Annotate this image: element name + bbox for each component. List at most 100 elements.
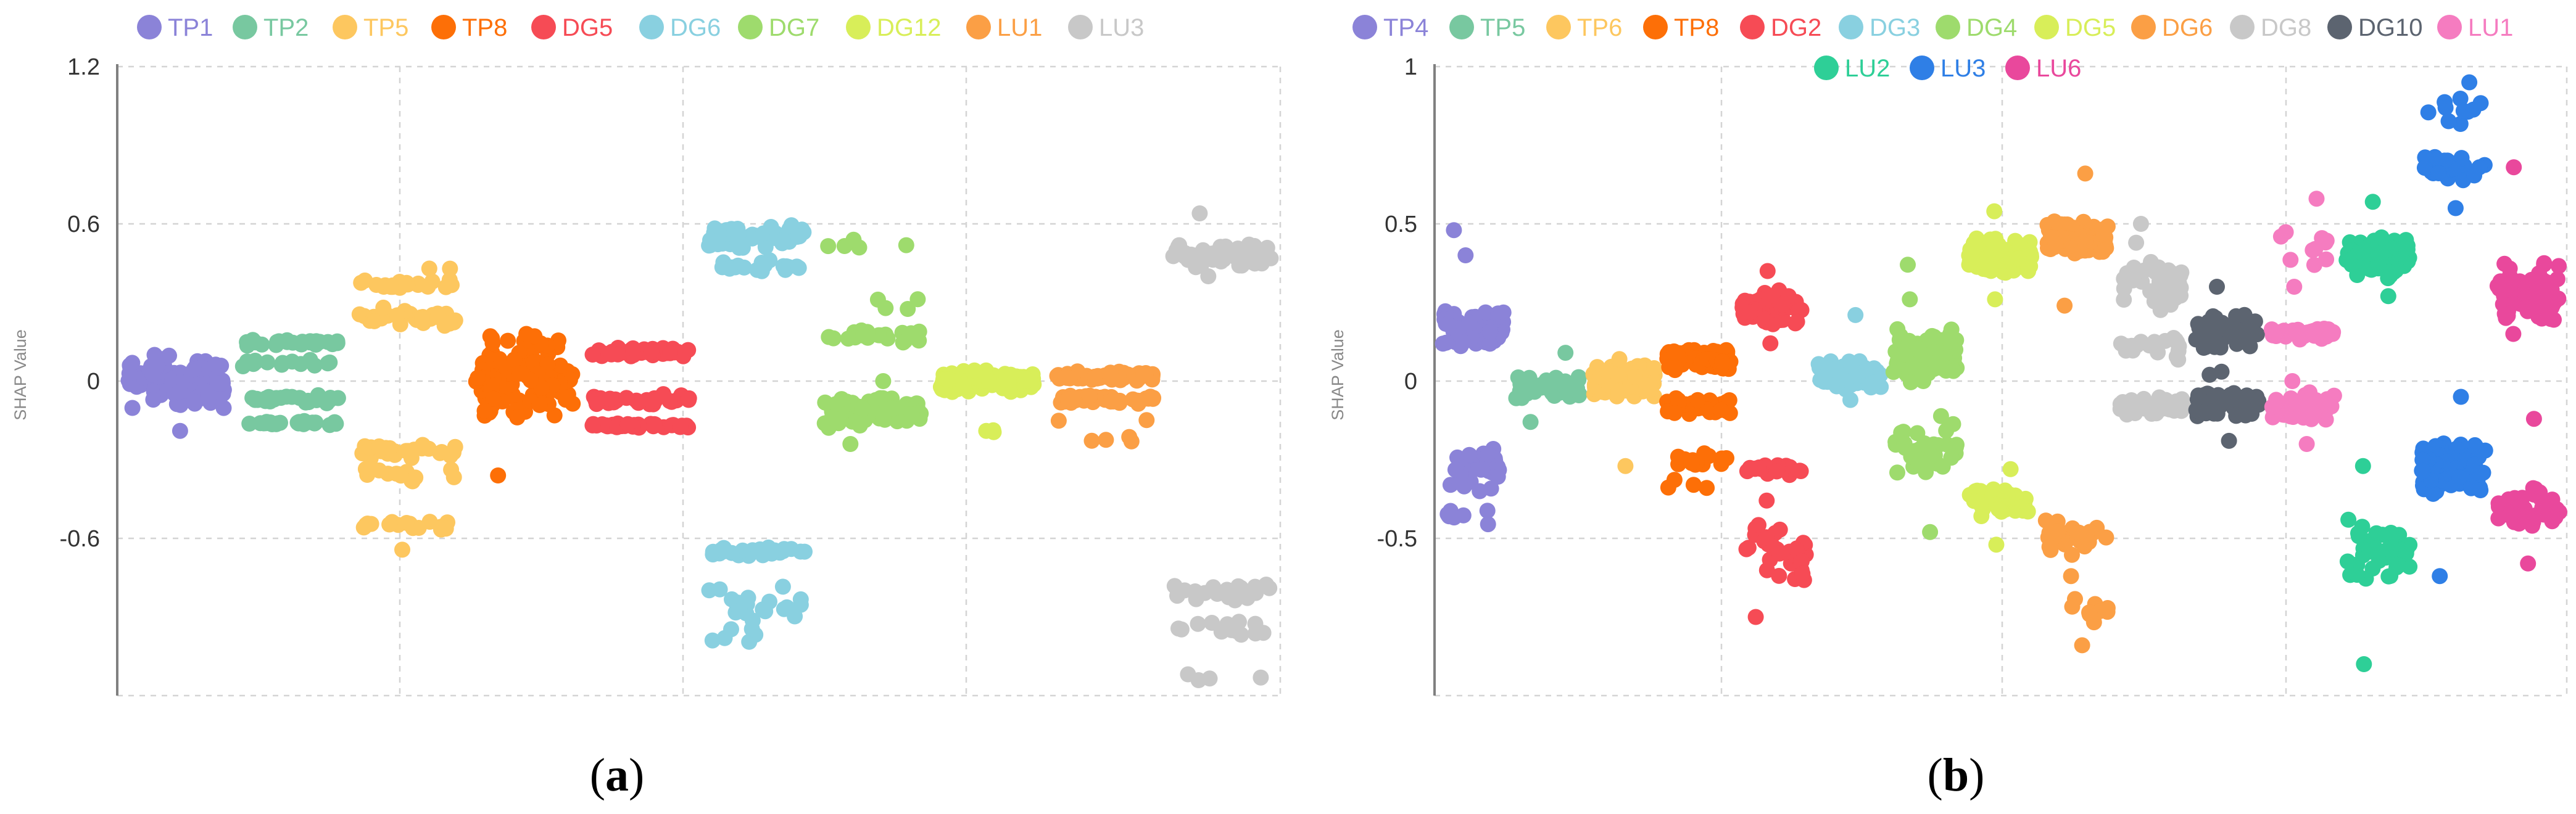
legend-label: TP4: [1383, 14, 1428, 41]
data-point-DG6: [736, 259, 752, 276]
legend-label: TP2: [263, 14, 309, 41]
legend-item-TP1[interactable]: TP1: [137, 14, 213, 41]
series-TP5: [351, 260, 463, 558]
legend-item-LU1[interactable]: LU1: [966, 14, 1042, 41]
data-point-TP8: [1670, 347, 1686, 363]
data-point-TP8: [1699, 401, 1716, 418]
data-point-LU1: [2286, 279, 2303, 295]
data-point-LU2: [2373, 229, 2390, 245]
data-point-LU3: [1205, 579, 1222, 596]
legend-label: DG8: [2261, 14, 2311, 41]
data-point-LU6: [2538, 298, 2554, 314]
series-TP5: [1508, 345, 1588, 430]
legend-item-DG7[interactable]: DG7: [738, 14, 819, 41]
data-point-DG6: [790, 228, 806, 245]
data-point-DG3: [1842, 392, 1858, 408]
legend-item-DG8[interactable]: DG8: [2230, 14, 2311, 41]
data-point-DG6: [779, 599, 795, 615]
legend-swatch: [738, 15, 763, 39]
data-point-TP1: [215, 375, 231, 392]
legend-item-LU3[interactable]: LU3: [1068, 14, 1144, 41]
legend-label: DG2: [1771, 14, 1821, 41]
legend-label: TP1: [168, 14, 213, 41]
data-point-TP8: [506, 352, 523, 368]
y-tick-label: 0.5: [1385, 212, 1417, 237]
data-point-DG6: [2037, 512, 2054, 529]
data-point-TP2: [245, 356, 262, 372]
data-point-DG4: [1896, 346, 1913, 363]
data-point-LU2: [2361, 542, 2378, 559]
legend-label: LU1: [2468, 14, 2513, 41]
legend-item-DG2[interactable]: DG2: [1740, 14, 1821, 41]
legend-item-TP6[interactable]: TP6: [1546, 14, 1622, 41]
data-point-DG2: [1762, 335, 1779, 352]
data-point-TP2: [297, 394, 314, 411]
data-point-DG5: [584, 347, 601, 363]
data-point-DG6: [716, 630, 733, 646]
data-point-LU1: [1145, 390, 1161, 407]
legend-label: LU3: [1099, 14, 1144, 41]
data-point-LU3: [1224, 622, 1240, 638]
legend-swatch: [2230, 15, 2255, 39]
legend-swatch: [333, 15, 357, 39]
data-point-TP2: [284, 388, 300, 405]
data-point-LU2: [2370, 256, 2387, 273]
data-point-TP5: [1570, 369, 1587, 385]
legend-item-DG6[interactable]: DG6: [2131, 14, 2213, 41]
legend-item-TP8[interactable]: TP8: [431, 14, 507, 41]
data-point-DG4: [1885, 364, 1902, 380]
data-point-DG12: [1019, 372, 1035, 388]
data-point-LU1: [2284, 373, 2301, 389]
data-point-DG6: [2064, 546, 2080, 563]
series-LU6: [2489, 159, 2567, 572]
data-point-DG5: [1988, 536, 2005, 553]
data-point-LU1: [2318, 251, 2335, 268]
series-LU2: [2338, 194, 2418, 672]
legend-item-TP5[interactable]: TP5: [1449, 14, 1525, 41]
legend-item-TP2[interactable]: TP2: [233, 14, 309, 41]
legend-item-DG4[interactable]: DG4: [1936, 14, 2017, 41]
legend-item-TP8[interactable]: TP8: [1643, 14, 1719, 41]
data-point-LU2: [2385, 264, 2402, 280]
data-point-LU6: [2491, 281, 2508, 297]
data-point-TP5: [375, 299, 392, 316]
legend-item-DG5[interactable]: DG5: [531, 14, 613, 41]
series-LU1: [1049, 363, 1162, 450]
data-point-DG5: [1964, 249, 1980, 265]
legend-item-DG5[interactable]: DG5: [2034, 14, 2116, 41]
series-TP4: [1435, 222, 1512, 533]
data-point-LU2: [2356, 656, 2372, 672]
legend-item-TP5[interactable]: TP5: [333, 14, 408, 41]
data-point-TP8: [509, 409, 526, 426]
data-point-DG7: [898, 237, 914, 253]
data-point-TP2: [279, 334, 296, 350]
legend-label: DG5: [562, 14, 613, 41]
legend-item-DG10[interactable]: DG10: [2327, 14, 2423, 41]
legend-item-LU1[interactable]: LU1: [2437, 14, 2513, 41]
data-point-DG5: [603, 346, 619, 363]
legend-item-LU3[interactable]: LU3: [1910, 55, 1986, 82]
legend-item-LU2[interactable]: LU2: [1814, 55, 1890, 82]
data-point-LU6: [2523, 271, 2540, 288]
series-DG6: [701, 217, 813, 650]
data-point-TP1: [215, 400, 232, 416]
data-point-TP5: [371, 462, 387, 479]
data-point-TP4: [1479, 503, 1496, 519]
legend-item-DG6[interactable]: DG6: [639, 14, 721, 41]
data-point-TP2: [249, 392, 266, 408]
legend-item-LU6[interactable]: LU6: [2005, 55, 2081, 82]
data-point-DG4: [1923, 448, 1940, 464]
data-point-LU1: [1087, 368, 1103, 385]
data-point-LU1: [2298, 326, 2315, 343]
data-point-DG2: [1794, 553, 1810, 570]
series-DG2: [1734, 263, 1814, 625]
legend-item-DG3[interactable]: DG3: [1839, 14, 1920, 41]
data-point-LU3: [1255, 625, 1272, 641]
data-point-DG6: [2053, 216, 2069, 232]
data-point-TP4: [1455, 334, 1472, 351]
legend-label: DG6: [2162, 14, 2213, 41]
data-point-LU1: [2282, 252, 2299, 268]
legend-item-DG12[interactable]: DG12: [846, 14, 942, 41]
legend-item-TP4[interactable]: TP4: [1352, 14, 1428, 41]
data-point-DG2: [1750, 517, 1766, 533]
